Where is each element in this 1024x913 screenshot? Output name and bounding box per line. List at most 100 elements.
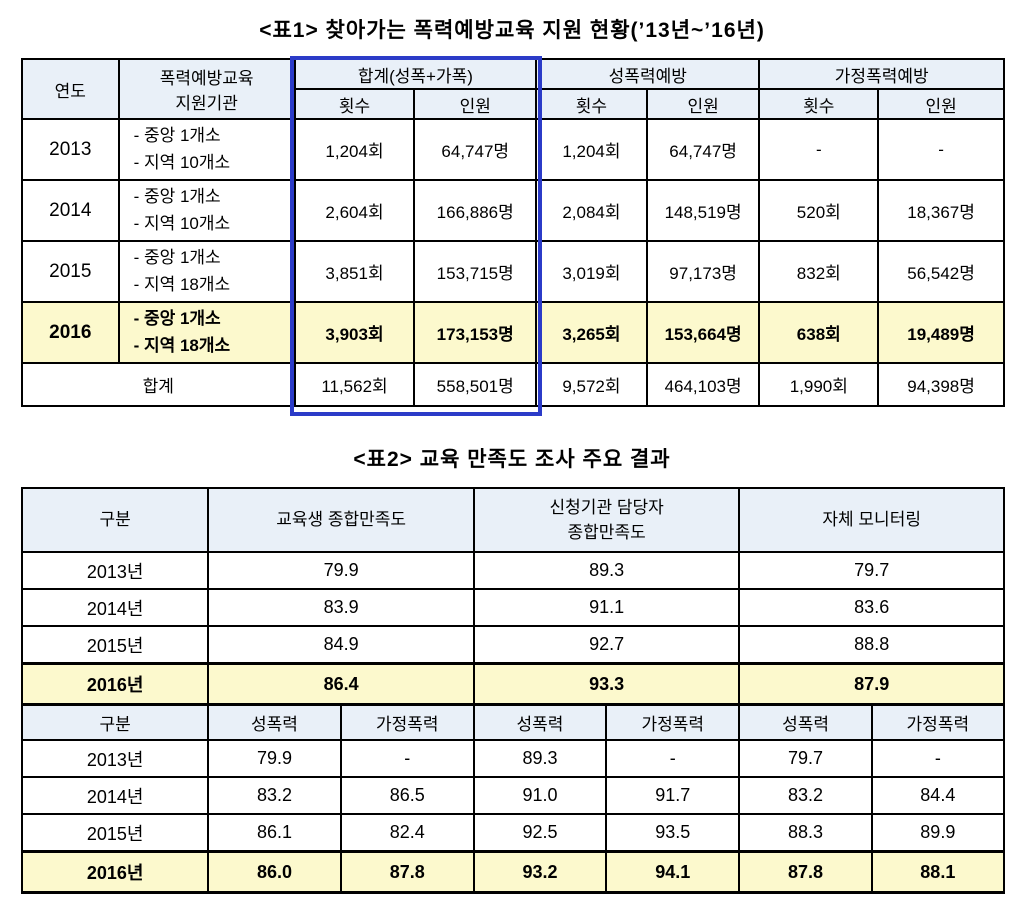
org-line1: - 중앙 1개소 [133,309,221,329]
data-cell: 1,204회 [293,118,416,181]
year-cell: 2015년 [20,625,210,665]
value-cell: 91.1 [472,588,741,627]
value-cell: 92.5 [472,813,608,853]
table2: 구분 교육생 종합만족도 신청기관 담당자 종합만족도 자체 모니터링 2013… [20,487,1006,894]
th-people: 인원 [413,88,538,120]
value-cell: 82.4 [339,813,475,853]
year-cell: 2015 [21,240,120,303]
value-cell: - [605,739,741,778]
sub-header-row: 구분 성폭력 가정폭력 성폭력 가정폭력 성폭력 가정폭력 [20,703,1006,741]
value-cell: 91.7 [605,776,741,815]
th-gubun: 구분 [20,703,210,741]
table2-title: <표2> 교육 만족도 조사 주요 결과 [353,448,671,471]
table1-title: <표1> 찾아가는 폭력예방교육 지원 현황(’13년~’16년) [259,19,765,42]
value-cell: 87.8 [339,850,475,894]
value-cell: 86.0 [207,850,342,894]
th-self-monitoring: 자체 모니터링 [738,487,1005,553]
data-cell: 148,519명 [645,179,761,242]
data-cell: 9,572회 [535,362,648,407]
table-row-total: 합계 11,562회 558,501명 9,572회 464,103명 1,99… [21,362,1005,407]
th-count: 횟수 [535,88,648,120]
org-line2: - 지역 10개소 [133,152,231,172]
th-gubun: 구분 [20,487,210,553]
value-cell: 86.1 [207,813,342,853]
value-cell: 84.9 [207,625,475,665]
year-cell: 2014년 [20,588,210,627]
org-cell: - 중앙 1개소 - 지역 18개소 [117,240,296,303]
table-row-2014: 2014 - 중앙 1개소 - 지역 10개소 2,604회 166,886명 … [21,179,1005,242]
th-domestic: 가정폭력 [870,703,1006,741]
th-domestic: 가정폭력 [339,703,475,741]
value-cell: 83.6 [738,588,1005,627]
th-org-line1: 폭력예방교육 [159,69,254,88]
th-org: 폭력예방교육 지원기관 [117,58,296,120]
value-cell: 79.9 [207,739,342,778]
data-cell: 520회 [758,179,880,242]
data-cell: 153,664명 [645,301,761,364]
th-sexual: 성폭력 [472,703,608,741]
year-cell: 2016년 [20,662,210,706]
data-cell: 832회 [758,240,880,303]
value-cell: 83.9 [207,588,475,627]
data-cell: 1,204회 [535,118,648,181]
detail-row-2016-highlighted: 2016년 86.0 87.8 93.2 94.1 87.8 88.1 [20,850,1006,894]
table-row-2015: 2015 - 중앙 1개소 - 지역 18개소 3,851회 153,715명 … [21,240,1005,303]
data-cell: 18,367명 [877,179,1005,242]
value-cell: 88.8 [738,625,1005,665]
org-cell: - 중앙 1개소 - 지역 18개소 [117,301,296,364]
data-cell: 166,886명 [413,179,538,242]
value-cell: 91.0 [472,776,608,815]
value-cell: 93.5 [605,813,741,853]
data-cell: 97,173명 [645,240,761,303]
data-cell: 3,019회 [535,240,648,303]
detail-row-2013: 2013년 79.9 - 89.3 - 79.7 - [20,739,1006,778]
summary-row-2014: 2014년 83.9 91.1 83.6 [20,588,1005,627]
value-cell: - [339,739,475,778]
org-line2: - 지역 18개소 [133,335,231,355]
th-students-satisfaction: 교육생 종합만족도 [207,487,475,553]
org-cell: - 중앙 1개소 - 지역 10개소 [117,179,296,242]
value-cell: 94.1 [605,850,741,894]
th-count: 횟수 [293,88,416,120]
data-cell: 94,398명 [877,362,1005,407]
table-row-2016-highlighted: 2016 - 중앙 1개소 - 지역 18개소 3,903회 173,153명 … [21,301,1005,364]
data-cell: 2,604회 [293,179,416,242]
detail-row-2014: 2014년 83.2 86.5 91.0 91.7 83.2 84.4 [20,776,1006,815]
table1-container: 연도 폭력예방교육 지원기관 합계(성폭+가폭) 성폭력예방 가정폭력예방 횟수… [21,56,1005,416]
value-cell: 93.3 [472,662,741,706]
table2-container: 구분 교육생 종합만족도 신청기관 담당자 종합만족도 자체 모니터링 2013… [20,487,1006,894]
data-cell: 19,489명 [877,301,1005,364]
th-total-group: 합계(성폭+가폭) [293,58,538,90]
year-cell: 2015년 [20,813,210,853]
data-cell: 3,851회 [293,240,416,303]
value-cell: 84.4 [870,776,1006,815]
th-sexual: 성폭력 [738,703,873,741]
org-line2: - 지역 18개소 [133,274,231,294]
year-cell: 2014년 [20,776,210,815]
value-cell: 92.7 [472,625,741,665]
value-cell: 89.3 [472,739,608,778]
th-domestic-group: 가정폭력예방 [758,58,1005,90]
table-row-2013: 2013 - 중앙 1개소 - 지역 10개소 1,204회 64,747명 1… [21,118,1005,181]
org-cell: - 중앙 1개소 - 지역 10개소 [117,118,296,181]
data-cell: 464,103명 [645,362,761,407]
value-cell: 86.5 [339,776,475,815]
data-cell: 173,153명 [413,301,538,364]
org-line1: - 중앙 1개소 [133,248,221,268]
th-people: 인원 [877,88,1005,120]
value-cell: 83.2 [207,776,342,815]
detail-row-2015: 2015년 86.1 82.4 92.5 93.5 88.3 89.9 [20,813,1006,853]
data-cell: 558,501명 [413,362,538,407]
th-year: 연도 [21,58,120,120]
year-cell: 2013년 [20,551,210,590]
th-domestic: 가정폭력 [605,703,741,741]
year-cell: 2013 [21,118,120,181]
data-cell: 3,903회 [293,301,416,364]
data-cell: 153,715명 [413,240,538,303]
year-cell: 2014 [21,179,120,242]
value-cell: 93.2 [472,850,608,894]
th-agency-line1: 신청기관 담당자 [549,497,664,517]
th-count: 횟수 [758,88,880,120]
data-cell: 1,990회 [758,362,880,407]
